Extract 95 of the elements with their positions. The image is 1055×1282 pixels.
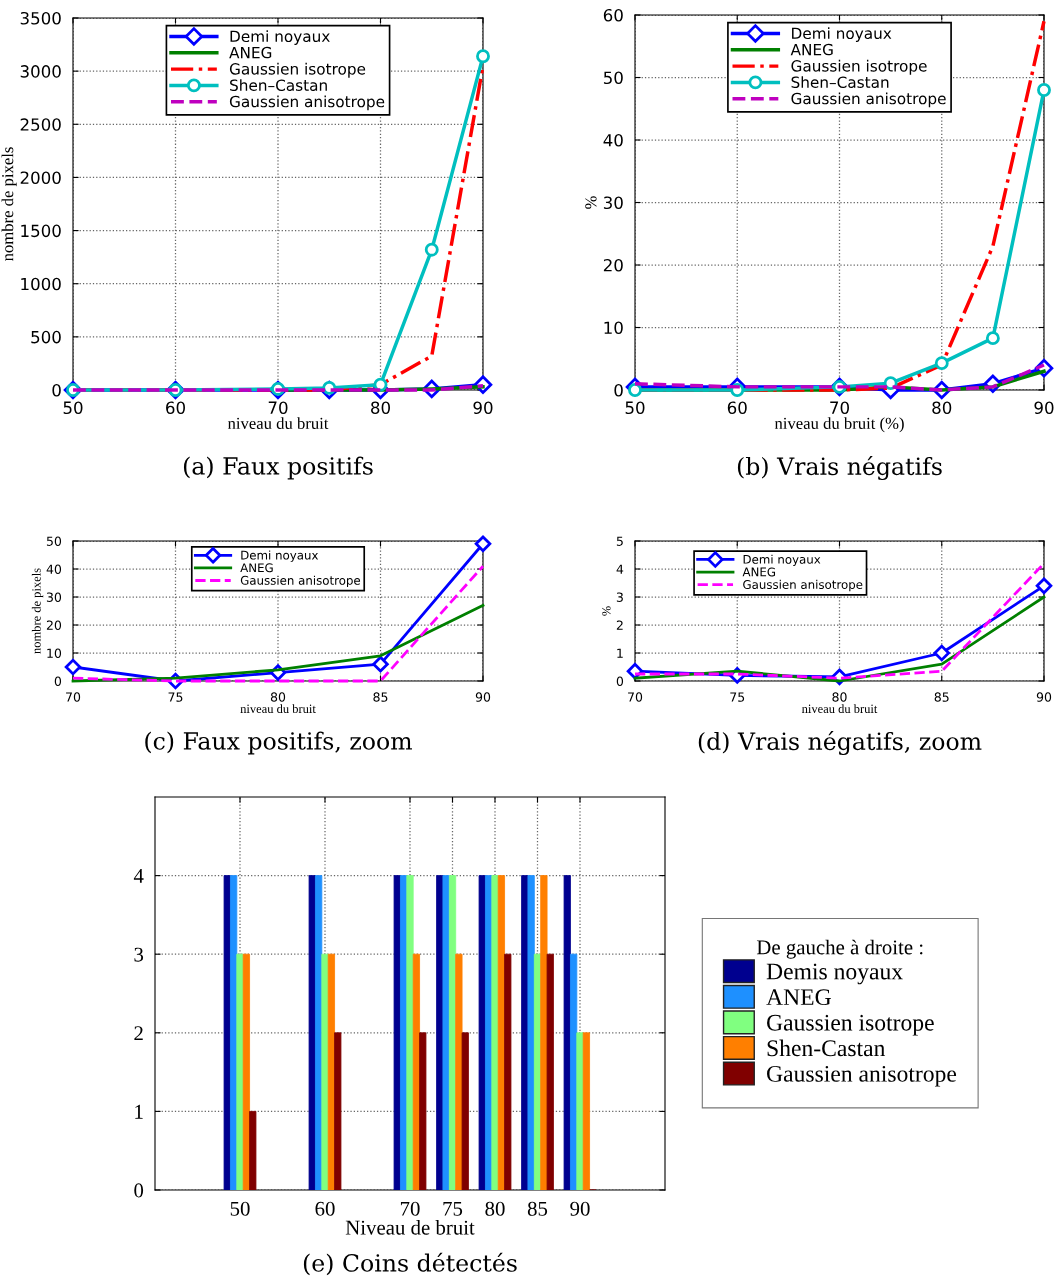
x-tick-label: 90 <box>1034 401 1054 415</box>
x-tick-label: 75 <box>168 692 183 702</box>
x-tick-label: 60 <box>166 401 185 415</box>
legend-label: Demis noyaux <box>766 963 903 985</box>
x-axis-title: niveau du bruit <box>801 704 878 714</box>
x-tick-label: 80 <box>932 401 952 415</box>
x-tick-label: 80 <box>485 1201 505 1216</box>
x-tick-label: 50 <box>230 1201 250 1216</box>
x-axis-title: niveau du bruit (%) <box>774 417 904 433</box>
x-tick-label: 85 <box>373 692 388 702</box>
y-tick-label: 2500 <box>20 118 61 131</box>
y-axis-title: nombre de pixels <box>31 568 44 654</box>
y-tick-label: 500 <box>31 330 61 344</box>
legend-label: ANEG <box>240 563 273 573</box>
legend-label: Gaussien anisotrope <box>240 575 361 588</box>
legend-label: ANEG <box>742 567 776 577</box>
x-axis-title: niveau du bruit <box>227 417 329 429</box>
y-tick-label: 1 <box>135 1104 143 1119</box>
y-axis-title: nombre de pixels <box>1 147 17 262</box>
y-tick-label: 4 <box>616 564 624 574</box>
legend-label: Gaussien isotrope <box>791 59 927 75</box>
legend-label: Shen-Castan <box>767 1039 886 1057</box>
x-tick-label: 90 <box>1036 692 1052 702</box>
y-tick-label: 20 <box>46 620 62 630</box>
legend-title: De gauche à droite : <box>756 939 923 959</box>
y-tick-label: 10 <box>604 321 623 335</box>
y-tick-label: 4 <box>133 869 144 883</box>
legend-label: ANEG <box>790 43 833 56</box>
y-tick-label: 5 <box>616 536 623 546</box>
y-tick-label: 20 <box>603 258 623 272</box>
x-tick-label: 80 <box>270 692 286 702</box>
y-tick-label: 1 <box>617 648 623 658</box>
y-axis-title: % <box>585 196 597 209</box>
y-tick-label: 60 <box>603 8 623 22</box>
legend-label: Gaussien anisotrope <box>791 92 946 108</box>
x-axis-title: niveau du bruit <box>240 704 316 714</box>
legend-label: Shen–Castan <box>230 79 327 91</box>
legend-label: Demi noyaux <box>792 27 892 43</box>
x-axis-title: Niveau de bruit <box>345 1220 475 1235</box>
y-tick-label: 2000 <box>20 171 61 184</box>
text: (b) Vrais négatifs <box>737 455 942 481</box>
y-tick-label: 1000 <box>21 277 61 291</box>
x-tick-label: 70 <box>400 1201 420 1216</box>
y-tick-label: 3 <box>616 592 623 602</box>
y-tick-label: 0 <box>614 383 623 397</box>
y-tick-label: 3 <box>134 947 144 962</box>
x-tick-label: 80 <box>832 692 847 702</box>
y-tick-label: 0 <box>616 676 624 686</box>
y-tick-label: 3500 <box>20 11 61 25</box>
x-tick-label: 70 <box>66 692 81 702</box>
x-tick-label: 75 <box>730 692 745 702</box>
x-tick-label: 85 <box>527 1201 548 1216</box>
x-tick-label: 90 <box>473 401 493 415</box>
legend-label: Demi noyaux <box>241 550 319 562</box>
y-tick-label: 0 <box>52 383 61 397</box>
text: (e) Coins détectés <box>303 1252 517 1276</box>
text: (d) Vrais négatifs, zoom <box>698 730 982 756</box>
x-tick-label: 80 <box>371 401 390 415</box>
x-tick-label: 60 <box>727 401 747 415</box>
text: (c) Faux positifs, zoom <box>145 731 412 755</box>
legend-label: Gaussien isotrope <box>767 1014 934 1036</box>
y-tick-label: 2 <box>134 1026 143 1041</box>
x-tick-label: 50 <box>63 401 83 415</box>
y-tick-label: 30 <box>46 592 62 602</box>
x-tick-label: 75 <box>443 1201 463 1216</box>
x-tick-label: 90 <box>570 1201 590 1216</box>
legend-label: Gaussien anisotrope <box>743 579 863 592</box>
y-tick-label: 30 <box>603 196 623 210</box>
legend-label: Shen–Castan <box>791 76 889 88</box>
legend-label: ANEG <box>229 46 272 59</box>
y-axis-title: % <box>602 606 611 616</box>
y-tick-label: 40 <box>46 564 62 574</box>
x-tick-label: 70 <box>628 692 643 702</box>
legend-label: Gaussien anisotrope <box>229 95 385 111</box>
legend-label: Demi noyaux <box>230 30 330 46</box>
legend-label: Gaussien isotrope <box>229 62 366 78</box>
y-tick-label: 50 <box>603 71 623 85</box>
y-tick-label: 10 <box>47 648 62 658</box>
x-tick-label: 50 <box>625 401 645 415</box>
y-tick-label: 1500 <box>21 224 61 238</box>
x-tick-label: 60 <box>315 1201 335 1216</box>
y-tick-label: 0 <box>134 1183 144 1198</box>
x-tick-label: 70 <box>830 401 849 415</box>
y-tick-label: 50 <box>46 536 62 546</box>
x-tick-label: 90 <box>475 692 491 702</box>
legend-label: ANEG <box>766 989 831 1006</box>
legend-label: Gaussien anisotrope <box>767 1065 957 1087</box>
x-tick-label: 85 <box>934 692 949 702</box>
y-tick-label: 3000 <box>20 65 61 78</box>
y-tick-label: 2 <box>616 620 623 630</box>
y-tick-label: 0 <box>54 676 62 686</box>
x-tick-label: 70 <box>268 401 288 415</box>
legend-label: Demi noyaux <box>743 554 821 567</box>
text: (a) Faux positifs <box>183 456 373 480</box>
y-tick-label: 40 <box>603 133 623 147</box>
